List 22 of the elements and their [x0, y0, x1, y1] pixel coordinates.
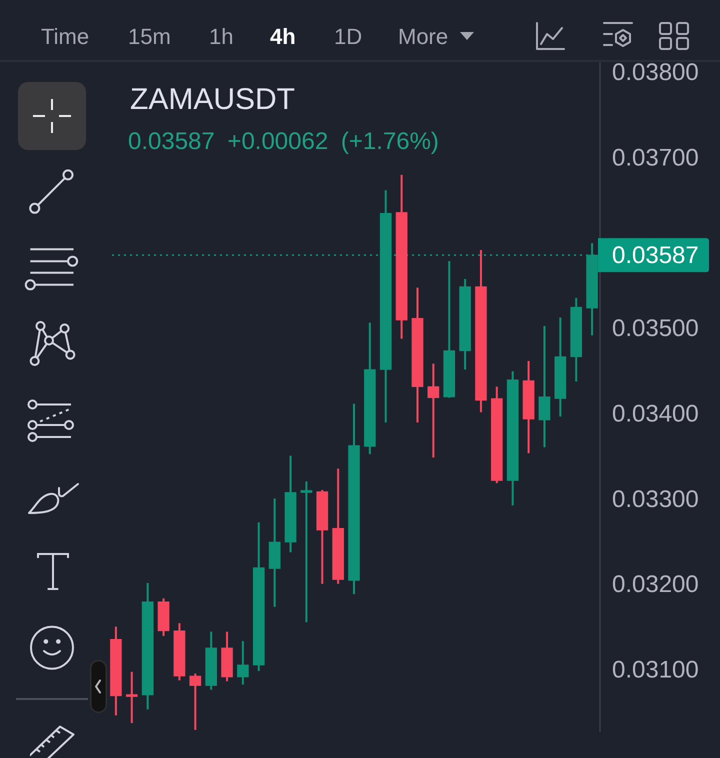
- text: 1D: [334, 23, 362, 51]
- text: 1h: [209, 23, 234, 51]
- text: 0.03587 +0.00062 (+1.76%): [128, 127, 439, 157]
- y-tick-label: 0.03400: [612, 400, 699, 428]
- ref-line-label: 0.03587: [612, 242, 699, 269]
- text: More: [398, 23, 448, 51]
- y-tick-label: 0.03700: [612, 144, 699, 172]
- candlestick: [538, 325, 550, 448]
- candlestick: [189, 672, 202, 731]
- y-tick-label: 0.03200: [612, 571, 699, 598]
- candlestick: [237, 640, 249, 686]
- text: 15m: [128, 23, 171, 51]
- y-tick-label: 0.03500: [612, 315, 699, 342]
- candlestick: [300, 480, 312, 624]
- candlestick: [428, 362, 440, 458]
- y-tick-label: 0.03800: [612, 58, 699, 86]
- text: Time: [41, 23, 90, 51]
- y-tick-label: 0.03300: [612, 486, 699, 513]
- text: 4h: [270, 23, 296, 51]
- text: ZAMAUSDT: [130, 82, 295, 118]
- y-tick-label: 0.03100: [612, 656, 699, 684]
- candlestick: [126, 670, 138, 724]
